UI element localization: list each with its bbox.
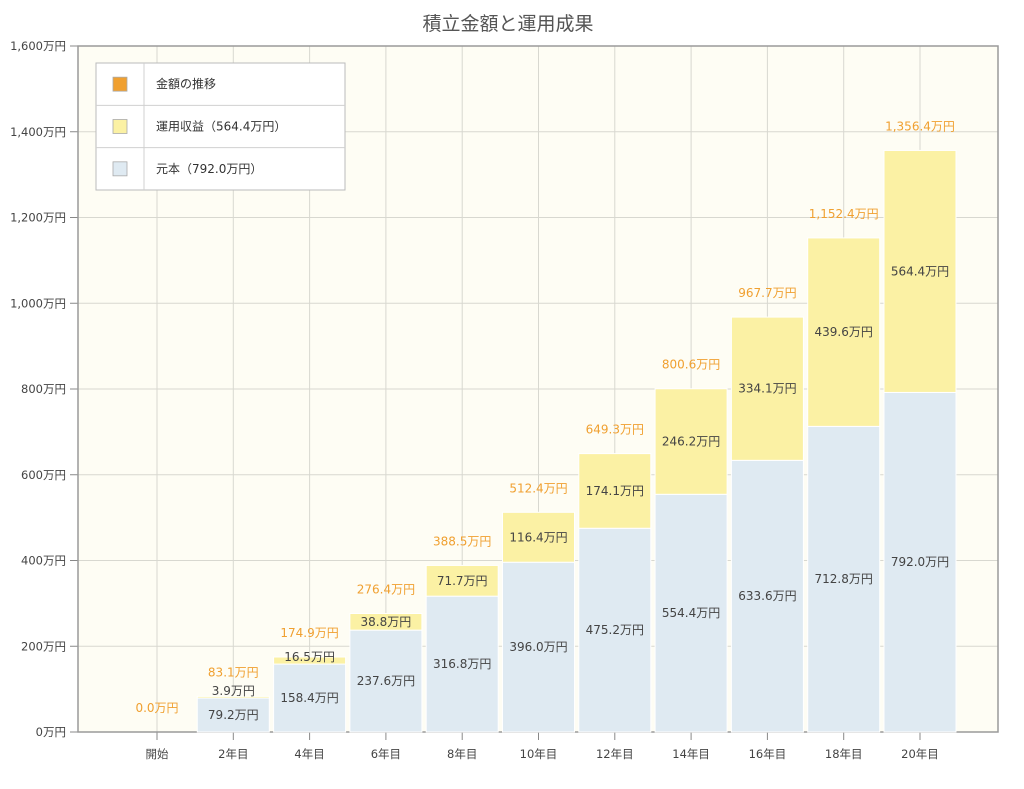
y-tick-label: 1,000万円 — [10, 296, 66, 310]
total-label: 174.9万円 — [280, 626, 338, 640]
legend-label: 金額の推移 — [156, 76, 216, 91]
bar-segment-return — [502, 511, 575, 563]
y-tick-label: 400万円 — [21, 554, 66, 568]
total-label: 800.6万円 — [662, 358, 720, 372]
principal-label: 792.0万円 — [891, 555, 949, 569]
return-label: 174.1万円 — [586, 484, 644, 498]
bar-segment-principal — [883, 391, 957, 733]
bar-segment-return — [730, 316, 804, 461]
total-label: 388.5万円 — [433, 534, 491, 548]
legend-swatch — [112, 119, 128, 134]
bar-segment-principal — [578, 527, 652, 733]
y-tick-label: 1,200万円 — [10, 211, 66, 225]
x-tick-label: 2年目 — [218, 747, 248, 761]
bar-segment-principal — [807, 425, 881, 733]
legend-box — [95, 62, 346, 191]
legend-swatch — [112, 161, 128, 177]
bar-segment-principal — [730, 459, 804, 733]
principal-label: 316.8万円 — [433, 657, 491, 671]
bar-segment-return — [273, 656, 347, 665]
return-label: 334.1万円 — [738, 382, 796, 396]
bar-segment-return — [578, 453, 652, 529]
bar-segment-return — [807, 237, 881, 427]
x-tick-label: 4年目 — [294, 747, 324, 761]
total-label: 83.1万円 — [208, 665, 259, 679]
bar-segment-return — [349, 612, 423, 631]
y-tick-label: 600万円 — [21, 468, 66, 482]
y-tick-label: 800万円 — [21, 382, 66, 396]
principal-label: 396.0万円 — [509, 640, 567, 654]
plot-area: 0万円 200万円 400万円 600万円 800万円 1,000万円 1,200万円 1,4… — [10, 39, 999, 761]
total-label: 276.4万円 — [357, 582, 415, 596]
x-tick-label: 16年目 — [749, 747, 787, 761]
x-tick-label: 6年目 — [371, 747, 401, 761]
x-tick-label: 20年目 — [901, 747, 939, 761]
x-tick-label: 14年目 — [672, 747, 710, 761]
bar-segment-return — [196, 695, 270, 699]
bar-segment-return — [654, 388, 728, 495]
principal-label: 158.4万円 — [280, 691, 338, 705]
y-tick-label: 200万円 — [21, 639, 66, 653]
x-tick-label: 12年目 — [596, 747, 634, 761]
return-label: 116.4万円 — [509, 530, 567, 544]
total-label: 1,356.4万円 — [885, 119, 955, 133]
bar-segment-principal — [196, 697, 270, 733]
legend-swatch — [112, 76, 128, 92]
x-tick-label: 開始 — [146, 747, 169, 761]
principal-label: 554.4万円 — [662, 606, 720, 620]
return-label: 16.5万円 — [284, 650, 335, 664]
return-label: 3.9万円 — [212, 684, 255, 698]
total-label: 512.4万円 — [509, 481, 567, 495]
x-tick-label: 10年目 — [520, 747, 558, 761]
bar-segment-return — [883, 149, 957, 393]
x-tick-label: 18年目 — [825, 747, 863, 761]
principal-label: 79.2万円 — [208, 708, 259, 722]
y-tick-label: 1,400万円 — [10, 125, 66, 139]
total-label: 967.7万円 — [738, 286, 796, 300]
principal-label: 237.6万円 — [357, 674, 415, 688]
return-label: 246.2万円 — [662, 435, 720, 449]
bar-segment-return — [425, 564, 499, 597]
return-label: 439.6万円 — [815, 325, 873, 339]
y-tick-label: 0万円 — [36, 725, 66, 739]
principal-label: 712.8万円 — [815, 572, 873, 586]
principal-label: 633.6万円 — [738, 589, 796, 603]
total-label: 1,152.4万円 — [809, 207, 879, 221]
bar-segment-principal — [654, 493, 728, 733]
x-tick-label: 8年目 — [447, 747, 477, 761]
chart-title: 積立金額と運用成果 — [422, 13, 593, 35]
total-label: 0.0万円 — [135, 701, 178, 715]
return-label: 71.7万円 — [437, 574, 488, 588]
total-label: 649.3万円 — [586, 423, 644, 437]
bar-segment-principal — [425, 595, 499, 733]
legend-label: 運用収益（564.4万円） — [156, 120, 286, 134]
return-label: 564.4万円 — [891, 264, 949, 278]
y-tick-label: 1,600万円 — [10, 39, 66, 53]
legend-label: 元本（792.0万円） — [156, 162, 262, 176]
principal-label: 475.2万円 — [586, 623, 644, 637]
return-label: 38.8万円 — [361, 615, 412, 629]
